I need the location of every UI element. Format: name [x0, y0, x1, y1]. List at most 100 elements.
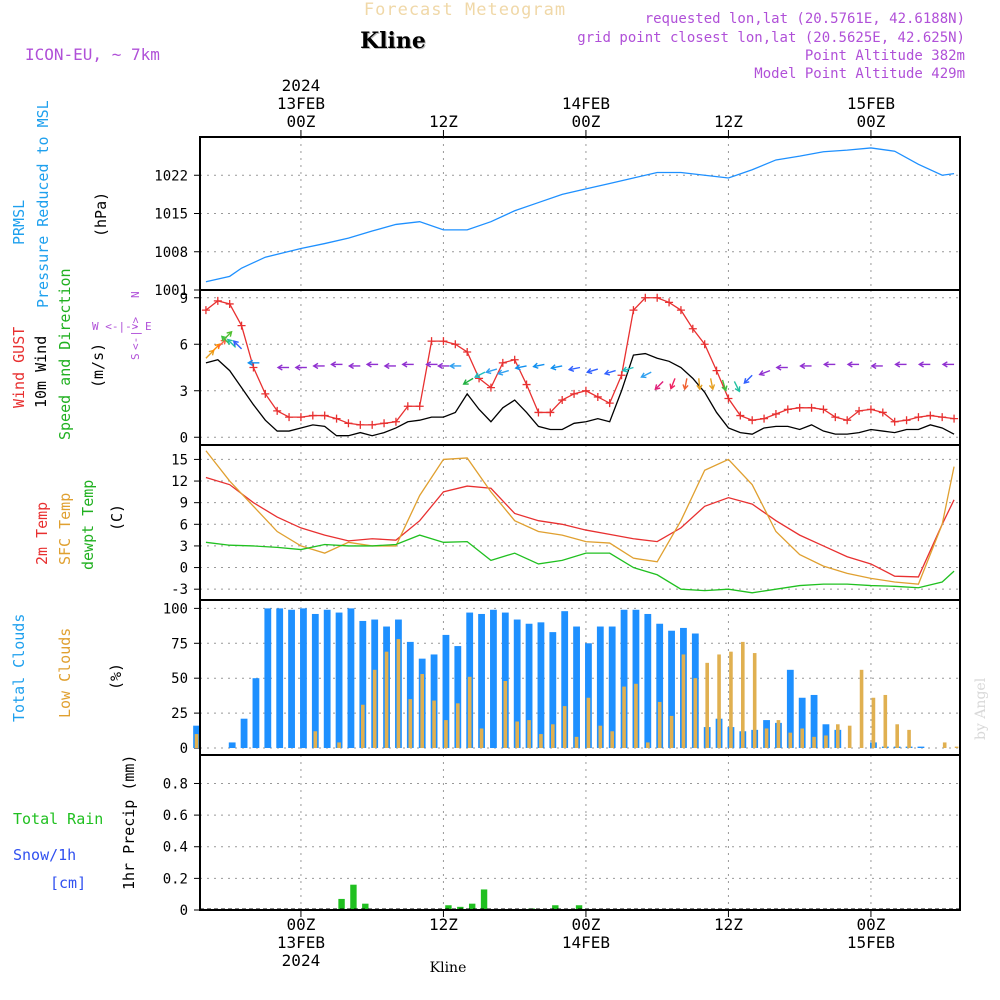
- gust-marker: [878, 408, 887, 417]
- wind-arrow-head: [603, 369, 611, 376]
- rain-bar: [468, 903, 476, 910]
- gust-marker: [296, 413, 305, 422]
- gust-marker: [712, 366, 721, 375]
- total-cloud-bar: [549, 632, 557, 749]
- total-cloud-bar: [240, 718, 248, 749]
- wind-arrow: [640, 371, 652, 379]
- gust-marker: [938, 413, 947, 422]
- wind-arrow-head: [640, 372, 647, 379]
- gust-marker: [427, 337, 436, 346]
- wind-arrow-head: [654, 384, 661, 391]
- wind-arrow-head: [437, 362, 444, 370]
- low-cloud-bar: [752, 653, 757, 749]
- bottom-date-label: 15FEB: [847, 933, 895, 952]
- wind-arrow: [669, 378, 676, 390]
- wind-arrow: [514, 364, 527, 371]
- low-cloud-bar: [847, 725, 852, 749]
- low-cloud-bar: [551, 724, 555, 749]
- wind-arrow: [550, 364, 563, 371]
- low-cloud-bar: [871, 697, 876, 749]
- wind-arrow-head: [758, 370, 765, 377]
- gust-marker: [558, 396, 567, 405]
- total-cloud-bar: [311, 613, 319, 749]
- wind-arrow-head: [585, 368, 593, 375]
- wind-arrow-shaft: [551, 365, 563, 369]
- precip-axis-label: 1hr Precip (mm): [120, 755, 138, 890]
- chart-title: Forecast Meteogram: [364, 0, 566, 20]
- total-cloud-bar: [620, 609, 628, 749]
- wind-arrow: [894, 361, 907, 368]
- gust-marker: [641, 293, 650, 302]
- low-cloud-bar: [788, 732, 793, 749]
- wind-arrow: [276, 364, 290, 371]
- wind-arrow: [822, 361, 836, 368]
- rain-bar: [338, 898, 345, 910]
- wind-arrow-shaft: [486, 368, 498, 373]
- snow-unit-label: [cm]: [50, 874, 86, 892]
- temperature-ytick-label: 9: [180, 496, 188, 512]
- wind-arrow-shaft: [759, 369, 771, 376]
- wind-arrow-head: [294, 364, 301, 371]
- low-cloud-bar: [729, 651, 733, 749]
- clouds-ytick-label: 50: [171, 671, 188, 687]
- low-cloud-bar: [693, 678, 698, 749]
- wind-arrow-shaft: [217, 339, 227, 348]
- compass-s: S: [129, 353, 142, 360]
- wind-arrow: [485, 368, 498, 375]
- prmsl-label: PRMSL: [10, 200, 28, 245]
- gust-marker: [463, 348, 472, 356]
- low-cloud-bar: [503, 680, 508, 749]
- wind-arrow: [330, 361, 343, 368]
- wind-arrow: [312, 362, 325, 370]
- total-cloud-bar: [668, 630, 675, 749]
- compass-ns: <-|->: [129, 317, 142, 350]
- dewpt-temp-line: [205, 534, 955, 594]
- wind-arrow: [941, 361, 955, 368]
- pressure-plot: 1001 1008 1015 1022: [154, 147, 960, 299]
- wind-arrow-head: [669, 383, 676, 390]
- gust-marker: [273, 406, 282, 415]
- gust-marker: [249, 363, 258, 372]
- low-cloud-bar: [194, 734, 199, 749]
- temperature-ytick-label: 6: [180, 517, 188, 533]
- bottom-hour-label: 00Z: [856, 915, 885, 934]
- gust-marker: [593, 392, 602, 401]
- wind-arrow-head: [550, 364, 557, 371]
- precipitation-ytick-label: 0.2: [163, 871, 188, 887]
- low-cloud-bar: [337, 742, 341, 749]
- wind-unit-label: (m/s): [89, 343, 107, 388]
- pressure-ytick-label: 1008: [154, 245, 188, 261]
- low-cloud-bar: [669, 715, 674, 749]
- precipitation-plot: 0 0.2 0.4 0.6 0.8: [163, 776, 960, 919]
- wind-arrow: [294, 364, 307, 371]
- low-cloud-bar: [812, 736, 816, 749]
- wind-gust-line: [205, 297, 955, 426]
- gust-marker: [902, 416, 911, 425]
- low-cloud-bar: [598, 725, 603, 749]
- wind-arrow: [496, 369, 509, 376]
- temperature-ytick-label: 3: [180, 539, 188, 555]
- wind-arrow: [232, 340, 243, 350]
- pressure-panel: [300, 137, 872, 290]
- wind-arrow: [696, 378, 703, 391]
- wind-arrow: [758, 369, 771, 377]
- temp-labels: 2m Temp SFC Temp dewpt Temp (C): [33, 480, 126, 570]
- time-axis: 00Z00Z13FEB13FEB2024202412Z12Z00Z00Z14FE…: [277, 76, 895, 970]
- wind-arrow: [223, 330, 233, 341]
- wind-arrow-shaft: [733, 381, 740, 392]
- wind-arrow-head: [496, 369, 504, 376]
- gust-marker: [391, 417, 400, 426]
- gust-marker: [605, 399, 614, 408]
- low-cloud-bar: [895, 724, 899, 749]
- gust-marker: [581, 386, 590, 395]
- wind-ytick-label: 0: [180, 430, 188, 446]
- low-cloud-bar: [634, 683, 638, 749]
- wind-arrow: [682, 378, 689, 391]
- wind-arrow-head: [330, 361, 337, 368]
- clouds-ytick-label: 75: [171, 636, 188, 652]
- wind-arrow-shaft: [641, 371, 652, 378]
- gust-marker: [510, 355, 519, 364]
- gust-marker: [308, 411, 317, 420]
- precipitation-ytick-label: 0.4: [163, 840, 188, 856]
- gust-marker: [700, 340, 709, 349]
